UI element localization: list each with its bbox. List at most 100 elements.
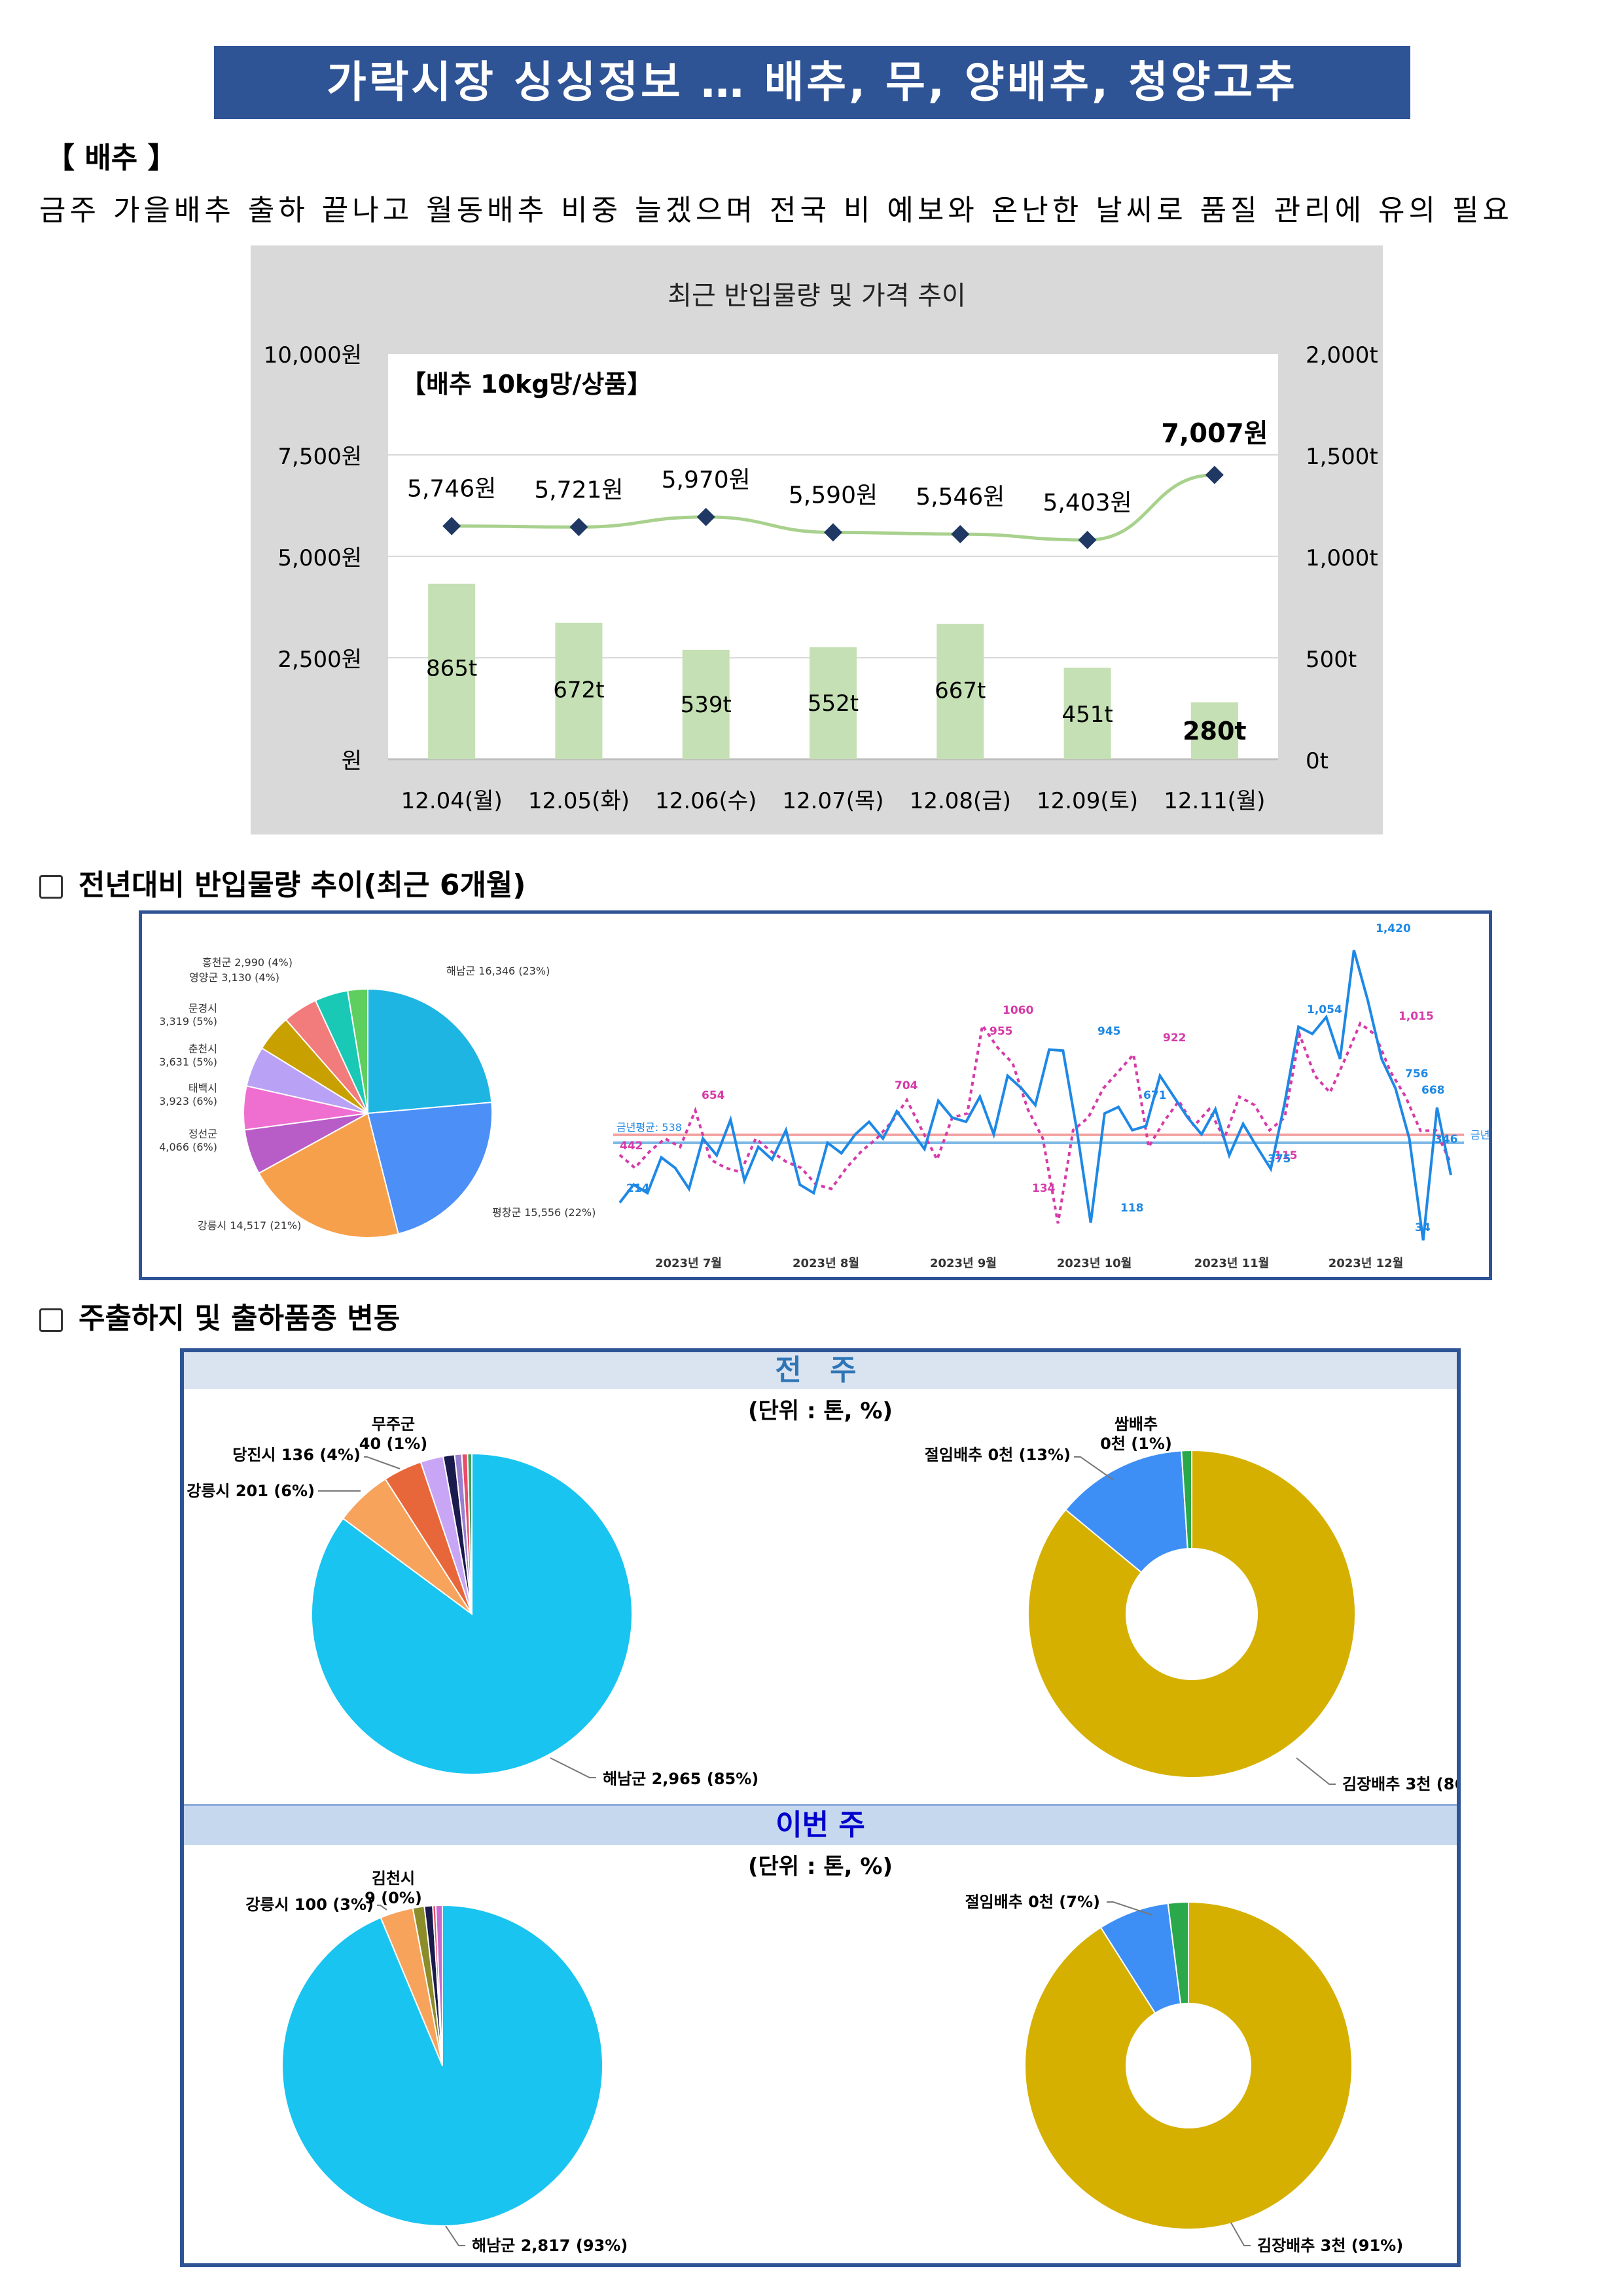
price-marker: [1078, 531, 1097, 550]
region-pie-label: 춘천시: [188, 1043, 217, 1055]
section2-heading: 전년대비 반입물량 추이(최근 6개월): [79, 869, 526, 902]
price-label: 5,746원: [407, 476, 496, 503]
leader-line: [1107, 1901, 1153, 1916]
pie-label: 김장배추 3천 (91%): [1257, 2236, 1403, 2255]
left-axis-tick: 7,500원: [277, 444, 362, 470]
region-pie-label: 정선군: [188, 1128, 217, 1140]
section3-heading-row: 주출하지 및 출하품종 변동: [39, 1295, 400, 1336]
trend-chart-title: 최근 반입물량 및 가격 추이: [668, 281, 966, 311]
page-title: 가락시장 싱싱정보 … 배추, 무, 양배추, 청양고추: [214, 46, 1410, 119]
peak-label: 1,420: [1376, 922, 1411, 935]
pie-label: 무주군: [372, 1415, 415, 1433]
leader-line: [445, 2225, 465, 2246]
x-axis-label: 12.07(목): [782, 788, 883, 814]
left-axis-tick: 5,000원: [277, 545, 362, 571]
volume-bar: [682, 649, 730, 759]
volume-bar: [936, 624, 984, 759]
right-axis-tick: 2,000t: [1306, 342, 1378, 368]
region-pie-slice: [367, 988, 493, 1115]
region-pie-label: 4,066 (6%): [159, 1141, 217, 1153]
region-pie-label: 문경시: [188, 1002, 217, 1014]
this-year-line: [618, 950, 1452, 1241]
right-axis-tick: 0t: [1306, 748, 1329, 774]
region-pie-label: 3,319 (5%): [159, 1015, 217, 1028]
prev-variety-slice: [1027, 1449, 1356, 1778]
volume-bar: [1190, 702, 1238, 759]
x-axis-label: 12.06(수): [655, 788, 757, 814]
peak-label: 671: [1143, 1089, 1167, 1102]
peak-label: 756: [1405, 1067, 1429, 1081]
prev-variety-slice: [1181, 1449, 1192, 1550]
price-marker: [951, 525, 970, 544]
leader-line: [377, 1905, 387, 1910]
price-marker: [1205, 465, 1224, 484]
price-label: 5,403원: [1043, 490, 1132, 516]
yoy-comparison-panel: 해남군 16,346 (23%) 평창군 15,556 (22%) 강릉시 14,5…: [139, 910, 1492, 1280]
prev-region-slice: [467, 1452, 473, 1615]
peak-label: 955: [990, 1025, 1013, 1038]
region-pie-label: 영양군 3,130 (4%): [189, 971, 279, 984]
volume-label: 667t: [935, 677, 986, 704]
price-marker: [824, 523, 842, 542]
region-pie-label: 강릉시 14,517 (21%): [198, 1219, 301, 1232]
peak-label: 34: [1415, 1221, 1431, 1234]
left-axis-tick: 2,500원: [277, 647, 362, 673]
volume-label: 552t: [808, 691, 859, 717]
month-label: 2023년 11월: [1194, 1257, 1270, 1270]
price-label: 5,721원: [534, 476, 623, 503]
volume-bar: [555, 622, 603, 759]
summary-text: 금주 가을배추 출하 끝나고 월동배추 비중 늘겠으며 전국 비 예보와 온난한…: [39, 194, 1513, 227]
avg-label: 금년평균: 538: [616, 1121, 682, 1134]
peak-label: 1,054: [1307, 1003, 1342, 1016]
peak-label: 134: [1032, 1182, 1056, 1195]
region-pie-label: 평창군 15,556 (22%): [492, 1206, 596, 1219]
yoy-comparison-chart: 해남군 16,346 (23%) 평창군 15,556 (22%) 강릉시 14,5…: [159, 922, 1489, 1270]
pie-label: 0천 (1%): [1100, 1435, 1172, 1453]
volume-bar: [810, 647, 857, 759]
pie-label: 당진시 136 (4%): [232, 1446, 361, 1464]
leader-line: [550, 1757, 596, 1778]
x-axis-label: 12.09(토): [1037, 788, 1138, 814]
volume-label: 865t: [426, 656, 477, 682]
price-label: 7,007원: [1161, 419, 1268, 449]
leader-line: [1074, 1456, 1114, 1480]
pie-label: 절임배추 0천 (7%): [965, 1893, 1101, 1911]
peak-label: 375: [1268, 1153, 1291, 1166]
leader-line: [1230, 2222, 1251, 2246]
checkbox-icon: [39, 875, 63, 899]
this-region-slice: [435, 1904, 443, 2066]
prev-region-slice: [311, 1452, 633, 1775]
month-label: 2023년 10월: [1057, 1257, 1132, 1270]
right-axis-tick: 1,000t: [1306, 545, 1378, 571]
region-pie-label: 태백시: [188, 1082, 217, 1094]
pie-label: 강릉시 100 (3%): [245, 1895, 374, 1914]
peak-label: 922: [1163, 1031, 1186, 1045]
prev-variety-slice: [1064, 1450, 1188, 1573]
section-heading: 【 배추 】: [46, 141, 177, 175]
pie-label: 절임배추 0천 (13%): [925, 1446, 1071, 1464]
region-pie-slice: [366, 1102, 493, 1235]
region-pie-slice: [346, 988, 368, 1114]
volume-bar: [428, 583, 476, 759]
shipping-panel: 전 주 (단위 : 톤, %) 이번 주 (단위 : 톤, %) 해남군 2,9…: [180, 1348, 1461, 2267]
peak-label: 214: [626, 1182, 650, 1195]
month-label: 2023년 12월: [1329, 1257, 1404, 1270]
peak-label: 1060: [1003, 1004, 1033, 1017]
trend-chart: 최근 반입물량 및 가격 추이 【배추 10kg망/상품】 10,000원 7,5…: [264, 281, 1378, 814]
peak-label: 945: [1097, 1025, 1121, 1038]
pie-label: 김천시: [372, 1869, 415, 1888]
peak-label: 115: [1274, 1149, 1298, 1162]
x-axis-label: 12.05(화): [528, 788, 630, 814]
right-axis-tick: 500t: [1306, 647, 1357, 673]
peak-label: 654: [702, 1089, 725, 1102]
volume-label: 539t: [681, 692, 732, 718]
leader-line: [1296, 1757, 1336, 1785]
section2-heading-row: 전년대비 반입물량 추이(최근 6개월): [39, 861, 526, 903]
pie-label: 쌈배추: [1115, 1415, 1158, 1433]
x-axis-label: 12.08(금): [910, 788, 1011, 814]
volume-label: 672t: [553, 677, 604, 703]
peak-label: 704: [895, 1079, 918, 1092]
region-pie-label: 3,631 (5%): [159, 1056, 217, 1068]
region-pie-label: 홍천군 2,990 (4%): [202, 956, 293, 969]
region-pie-slice: [258, 1112, 399, 1238]
